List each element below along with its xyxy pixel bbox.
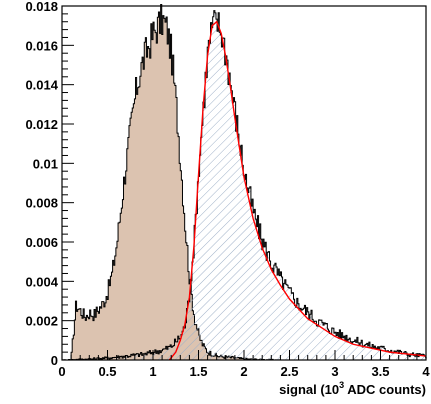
x-tick-label: 0.5 — [98, 364, 116, 379]
x-axis-title-main: signal (10 — [279, 382, 339, 397]
y-tick-label: 0.018 — [25, 0, 58, 14]
x-tick-label: 3 — [331, 364, 338, 379]
y-axis: 0 0.002 0.004 0.006 0.008 0.01 0.012 0.014 0.016… — [25, 0, 74, 368]
y-tick-label: 0 — [51, 353, 58, 368]
x-tick-label: 1 — [149, 364, 156, 379]
x-axis-title: signal (103 ADC counts) — [279, 380, 426, 397]
x-tick-label: 3.5 — [371, 364, 389, 379]
y-tick-label: 0.012 — [25, 117, 58, 132]
y-tick-label: 0.008 — [25, 196, 58, 211]
series-fit-red-line — [168, 20, 427, 361]
x-axis-title-tail: ADC counts) — [344, 382, 426, 397]
y-tick-label: 0.014 — [25, 78, 58, 93]
x-tick-label: 0 — [58, 364, 65, 379]
x-tick-label: 4 — [422, 364, 430, 379]
y-tick-label: 0.004 — [25, 274, 58, 289]
x-tick-label: 1.5 — [189, 364, 207, 379]
y-tick-label: 0.016 — [25, 38, 58, 53]
series-layer — [62, 4, 427, 361]
y-tick-label: 0.002 — [25, 314, 58, 329]
x-tick-label: 2 — [240, 364, 247, 379]
x-tick-label: 2.5 — [280, 364, 298, 379]
x-axis: 0 0.5 1 1.5 2 2.5 3 3.5 4 — [58, 350, 430, 379]
series-filled-brown-fill — [71, 4, 281, 360]
series-hatched-blue-fill — [62, 10, 427, 361]
x-axis-title-sup: 3 — [339, 380, 344, 390]
y-tick-label: 0.006 — [25, 235, 58, 250]
y-tick-label: 0.01 — [33, 156, 58, 171]
